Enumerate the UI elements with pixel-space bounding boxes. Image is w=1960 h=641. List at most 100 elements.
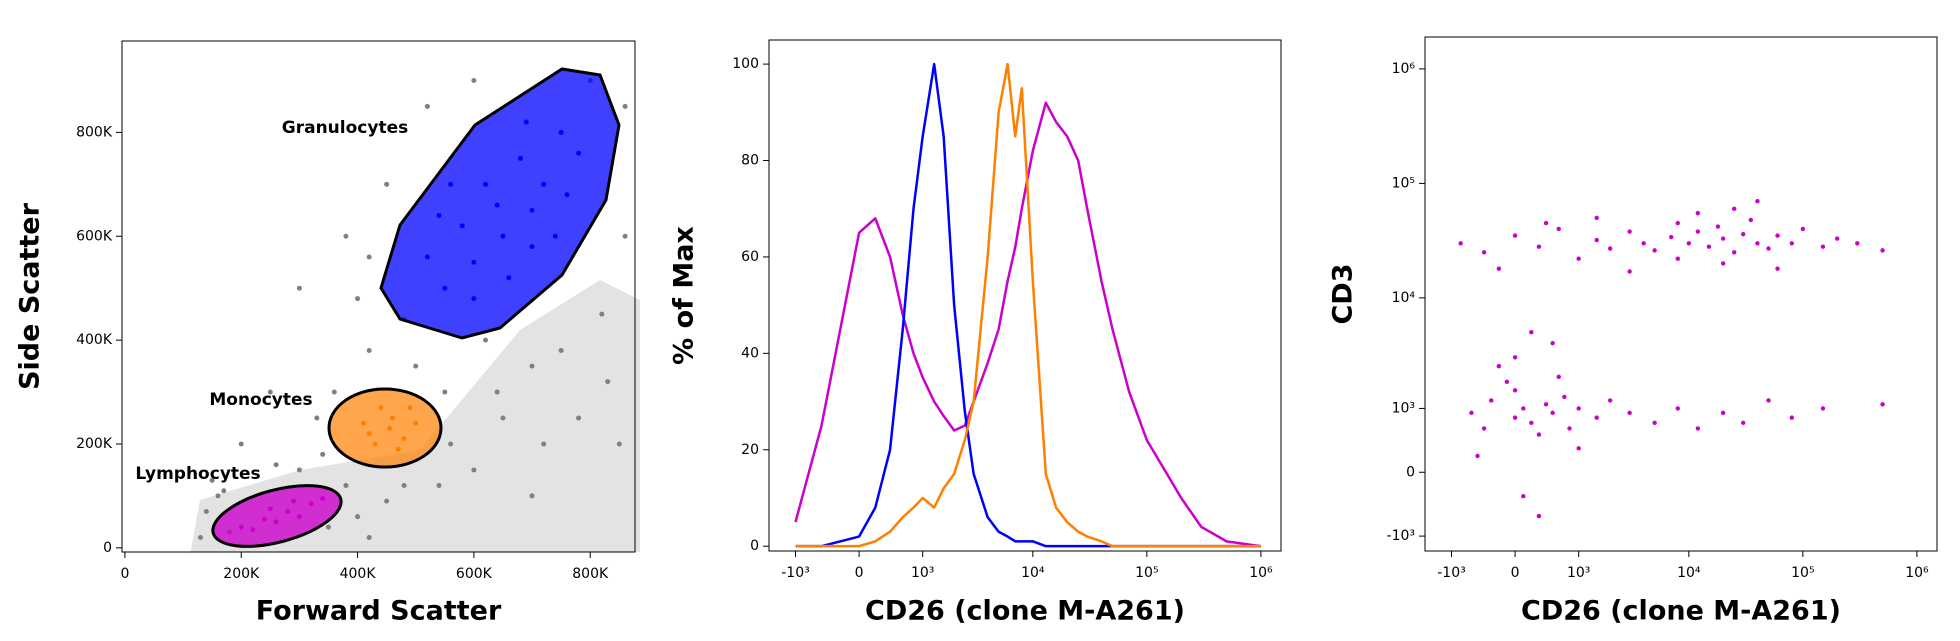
- plot-frame: [1424, 36, 1938, 552]
- point: [1652, 420, 1657, 426]
- point: [1755, 198, 1760, 204]
- point: [1741, 232, 1746, 237]
- point: [1469, 410, 1474, 416]
- point: [622, 103, 628, 109]
- point: [448, 441, 454, 447]
- point: [1720, 410, 1726, 416]
- point: [1789, 241, 1794, 246]
- point: [384, 181, 390, 187]
- point: [1550, 340, 1555, 346]
- x-tick-label: 10⁶: [1249, 565, 1273, 581]
- gates: [211, 67, 621, 548]
- point: [1556, 374, 1561, 380]
- y-tick-label: 0: [1406, 464, 1415, 480]
- point: [1695, 426, 1701, 431]
- point: [1594, 237, 1599, 243]
- x-tick-label: 0: [1511, 565, 1520, 581]
- point: [1706, 244, 1712, 249]
- point: [1594, 415, 1599, 420]
- point: [296, 285, 302, 291]
- gate-label: Granulocytes: [282, 118, 408, 138]
- point: [1775, 266, 1780, 271]
- point: [1766, 246, 1771, 251]
- point: [1669, 234, 1674, 240]
- y-tick-label: 10⁶: [1392, 61, 1416, 77]
- y-tick-label: 10³: [1392, 400, 1415, 416]
- point: [209, 477, 215, 483]
- point: [413, 363, 419, 369]
- y-tick-label: -10³: [1387, 528, 1415, 544]
- point: [1512, 233, 1518, 238]
- point: [1529, 420, 1534, 426]
- point: [1576, 256, 1581, 261]
- point: [1748, 217, 1754, 223]
- point: [215, 493, 221, 499]
- plot-frame: [121, 40, 636, 553]
- point: [1834, 236, 1840, 241]
- point: [1820, 406, 1826, 411]
- point: [355, 296, 361, 302]
- x-tick-label: 600K: [456, 566, 493, 582]
- point: [221, 488, 227, 494]
- histogram-line: [794, 101, 1262, 548]
- point: [343, 483, 349, 489]
- x-tick-label: 0: [855, 565, 864, 581]
- point: [1720, 236, 1726, 241]
- point: [529, 493, 535, 499]
- point: [1496, 266, 1502, 271]
- point: [1627, 410, 1632, 416]
- point: [1512, 355, 1518, 360]
- x-tick-label: 10⁶: [1905, 565, 1929, 581]
- x-tick-label: 10⁵: [1135, 565, 1158, 581]
- point: [1576, 406, 1581, 411]
- point: [1775, 233, 1780, 238]
- x-tick-label: 10³: [911, 565, 934, 581]
- point: [1496, 363, 1502, 369]
- point: [605, 379, 611, 385]
- point: [442, 389, 448, 395]
- point: [1800, 226, 1806, 232]
- point: [1576, 446, 1581, 451]
- y-tick-label: 0: [750, 538, 759, 554]
- point: [1855, 241, 1860, 246]
- y-tick-label: 10⁴: [1392, 290, 1416, 306]
- point: [238, 441, 244, 447]
- point: [1536, 244, 1542, 249]
- point: [471, 77, 477, 83]
- point: [320, 451, 326, 457]
- point: [366, 348, 372, 354]
- y-tick-label: 600K: [76, 228, 113, 244]
- point: [1481, 426, 1487, 431]
- plot-frame: [768, 39, 1282, 552]
- point: [1627, 229, 1632, 234]
- histogram-line: [795, 62, 1261, 548]
- point: [529, 363, 535, 369]
- point: [1607, 398, 1613, 403]
- x-axis-label: CD26 (clone M-A261): [1521, 596, 1841, 627]
- y-tick-label: 40: [741, 345, 759, 361]
- x-axis-label: Forward Scatter: [256, 596, 502, 627]
- point: [1880, 402, 1885, 407]
- y-tick-label: 60: [741, 249, 759, 265]
- point: [331, 389, 337, 395]
- point: [1543, 220, 1549, 226]
- point: [1475, 453, 1480, 459]
- y-tick-label: 0: [103, 540, 112, 556]
- point: [1652, 248, 1657, 253]
- point: [198, 534, 204, 540]
- x-tick-label: 800K: [572, 566, 609, 582]
- point: [1715, 224, 1721, 229]
- gate-label: Lymphocytes: [135, 464, 260, 484]
- point: [1820, 244, 1826, 249]
- point: [1880, 248, 1885, 253]
- point: [1529, 329, 1534, 335]
- point: [1695, 229, 1701, 234]
- point: [1720, 261, 1726, 266]
- point: [1536, 432, 1542, 437]
- y-tick-label: 800K: [76, 124, 113, 140]
- y-tick-label: 10⁵: [1392, 175, 1415, 191]
- x-tick-label: 200K: [223, 566, 260, 582]
- lymphocyte-gate: [211, 484, 343, 548]
- y-tick-label: 200K: [76, 436, 113, 452]
